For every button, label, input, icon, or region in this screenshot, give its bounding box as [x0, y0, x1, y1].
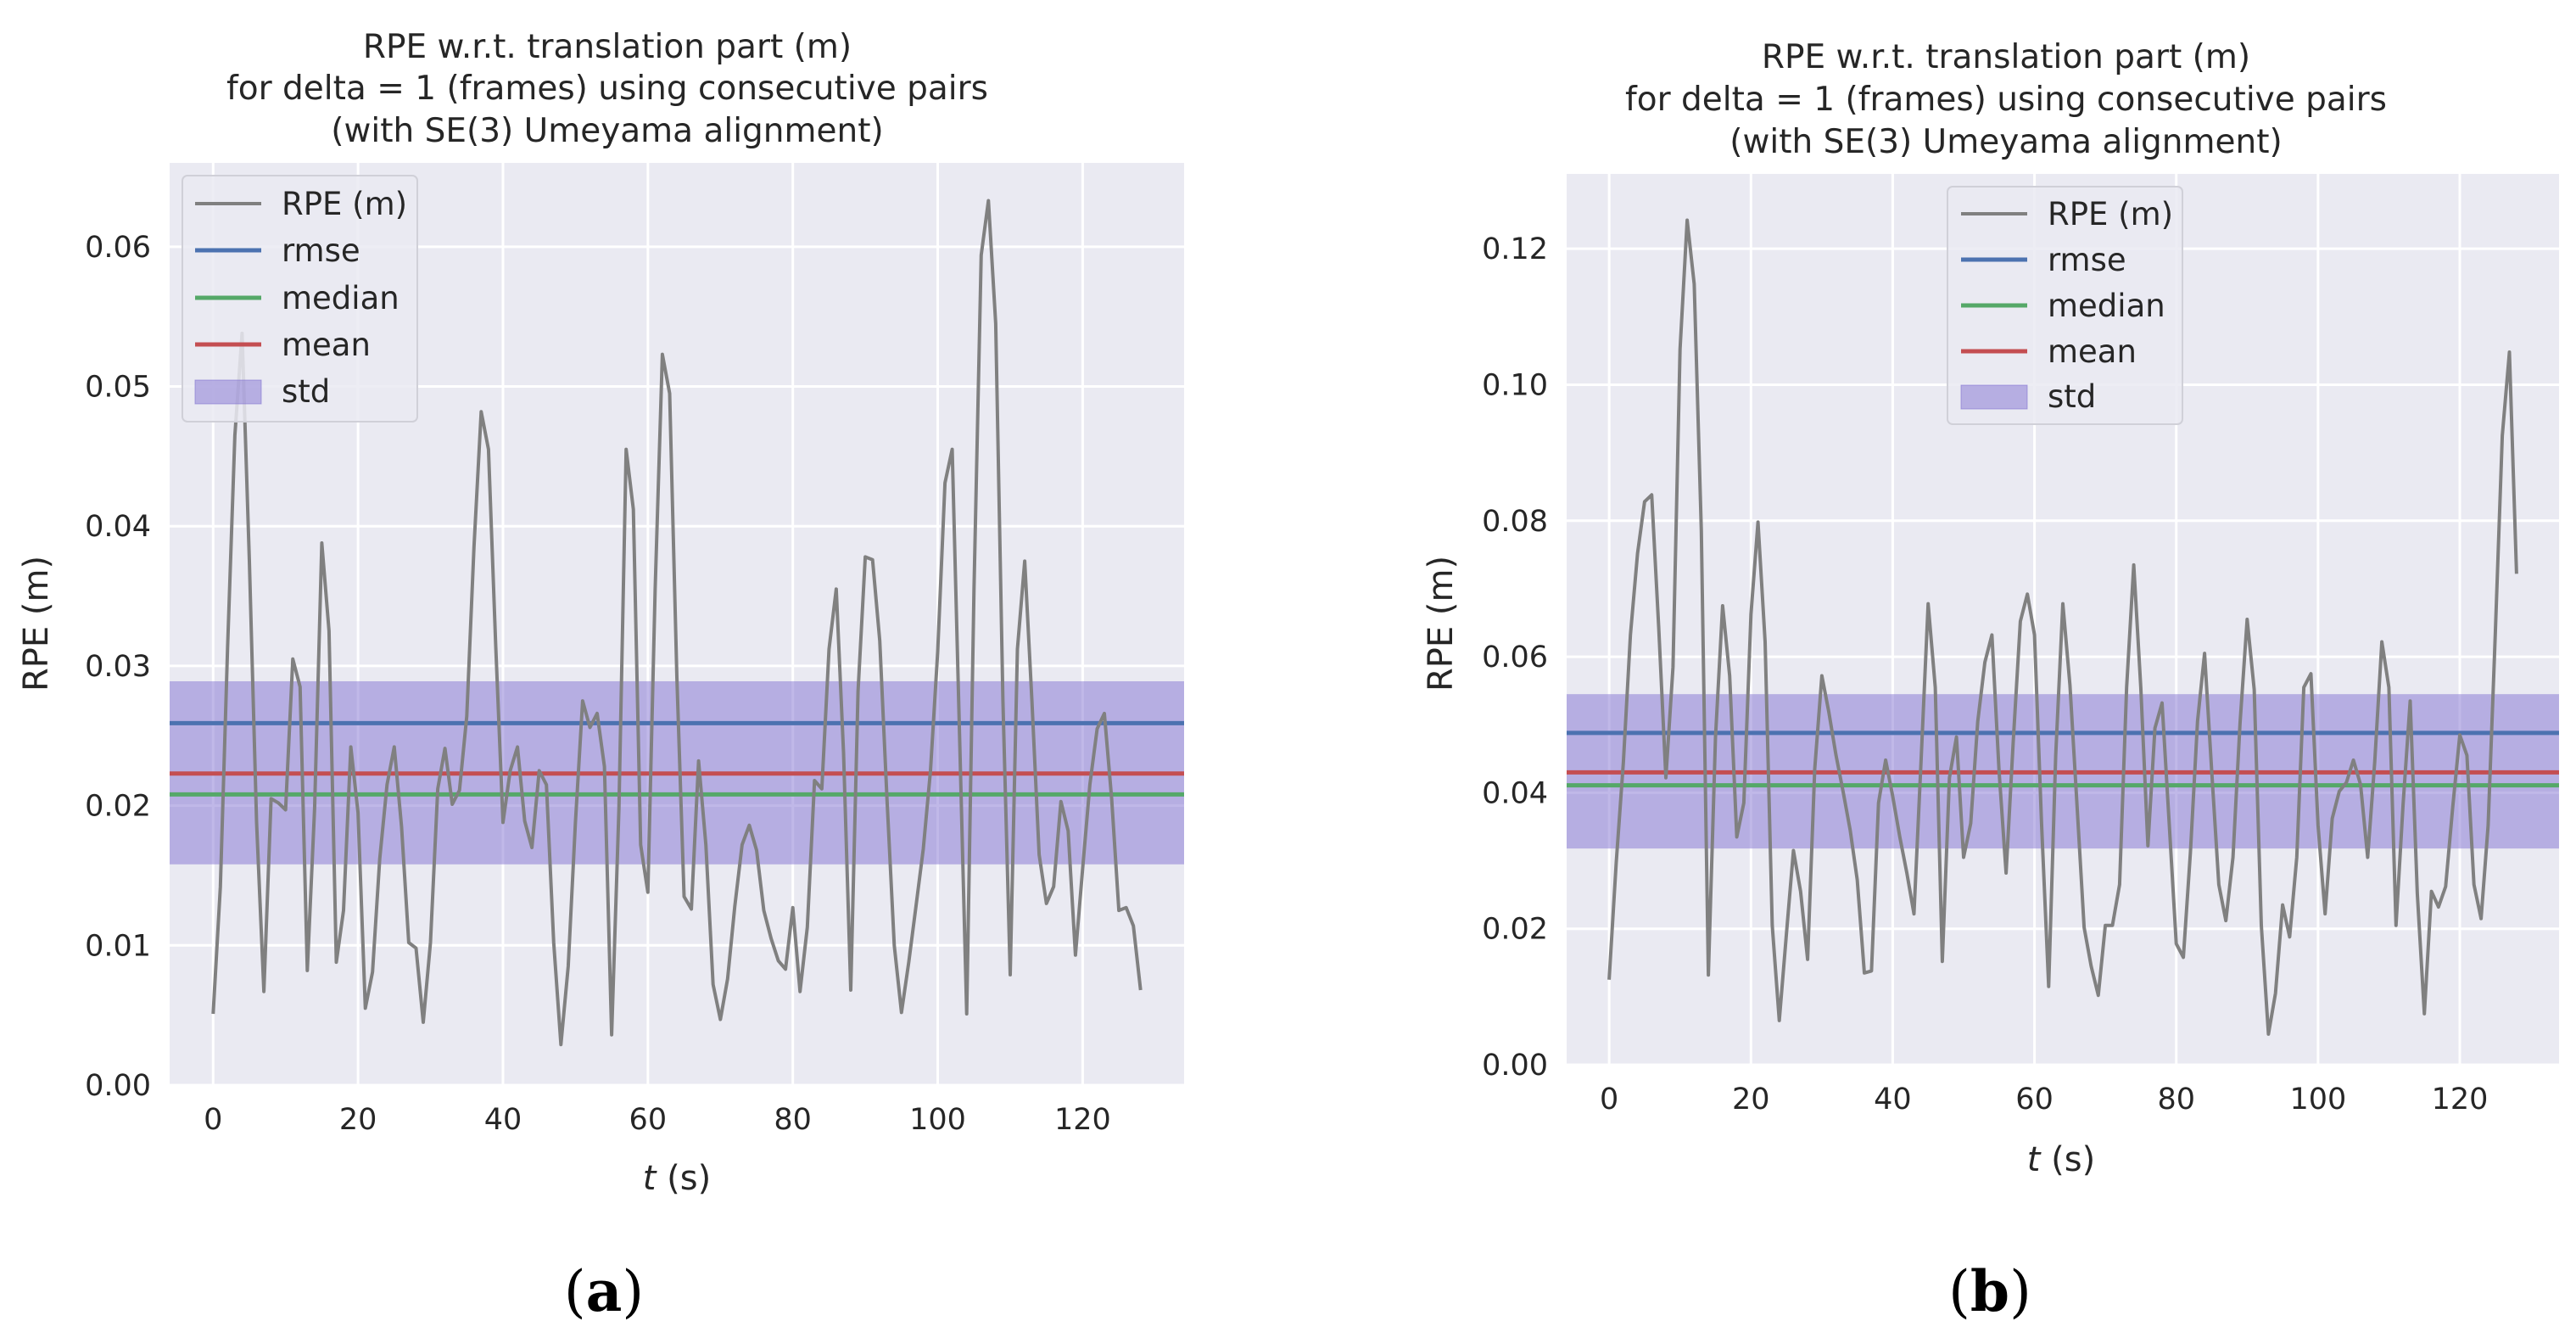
- y-tick-label-a-0: 0.00: [85, 1069, 151, 1103]
- y-ticks-b: 0.00 0.02 0.04 0.06 0.08 0.10 0.12: [1482, 232, 1548, 1083]
- y-tick-label-b-1: 0.02: [1482, 913, 1548, 947]
- legend-a-label-mean: mean: [282, 327, 371, 363]
- y-axis-label-a: RPE (m): [17, 556, 56, 691]
- x-ticks-a: 0 20 40 60 80 100 120: [204, 1103, 1111, 1137]
- x-tick-label-b-1: 20: [1732, 1083, 1770, 1117]
- legend-a-label-median: median: [282, 280, 400, 316]
- y-tick-label-b-5: 0.10: [1482, 368, 1548, 402]
- x-tick-label-b-0: 0: [1600, 1083, 1618, 1117]
- legend-b-box: [1947, 186, 2183, 425]
- legend-a: RPE (m) rmse median mean std: [182, 175, 418, 423]
- legend-b-label-rpe: RPE (m): [2048, 196, 2173, 232]
- y-tick-label-b-3: 0.06: [1482, 641, 1548, 674]
- x-tick-label-b-6: 120: [2432, 1083, 2489, 1117]
- x-tick-label-a-6: 120: [1054, 1103, 1111, 1137]
- legend-b-label-median: median: [2048, 288, 2165, 324]
- title-b-line2: for delta = 1 (frames) using consecutive…: [1625, 81, 2387, 119]
- y-tick-label-a-1: 0.01: [85, 929, 151, 963]
- legend-a-label-rpe: RPE (m): [282, 186, 407, 222]
- title-a-line2: for delta = 1 (frames) using consecutive…: [226, 70, 988, 108]
- title-b-line3: (with SE(3) Umeyama alignment): [1729, 123, 2282, 161]
- x-tick-label-b-2: 40: [1874, 1083, 1912, 1117]
- legend-b-label-rmse: rmse: [2048, 242, 2126, 278]
- x-tick-label-a-4: 80: [774, 1103, 812, 1137]
- x-tick-label-a-3: 60: [629, 1103, 668, 1137]
- caption-a: (a): [564, 1258, 644, 1324]
- caption-b-letter: b: [1970, 1258, 2009, 1324]
- legend-b-swatch-std: [1960, 384, 2028, 410]
- legend-a-swatch-std: [194, 379, 262, 405]
- x-tick-label-a-5: 100: [909, 1103, 966, 1137]
- x-tick-label-b-5: 100: [2289, 1083, 2346, 1117]
- legend-a-label-rmse: rmse: [282, 232, 360, 269]
- x-tick-label-a-2: 40: [484, 1103, 522, 1137]
- x-tick-label-b-4: 80: [2157, 1083, 2195, 1117]
- x-axis-label-b-var: t: [2027, 1140, 2042, 1179]
- legend-a-label-std: std: [282, 373, 330, 410]
- x-axis-label-a-unit: (s): [656, 1159, 711, 1198]
- y-tick-label-a-2: 0.02: [85, 790, 151, 824]
- y-tick-label-a-4: 0.04: [85, 510, 151, 544]
- y-tick-label-b-0: 0.00: [1482, 1049, 1548, 1083]
- x-tick-label-b-3: 60: [2015, 1083, 2054, 1117]
- legend-b: RPE (m) rmse median mean std: [1947, 186, 2183, 425]
- legend-b-label-std: std: [2048, 378, 2096, 415]
- x-axis-label-b-unit: (s): [2040, 1140, 2095, 1179]
- legend-b-label-mean: mean: [2048, 333, 2137, 370]
- x-axis-label-a-var: t: [643, 1159, 657, 1198]
- y-tick-label-a-3: 0.03: [85, 650, 151, 684]
- legend-a-box: [182, 175, 418, 423]
- y-axis-label-b: RPE (m): [1422, 556, 1461, 691]
- rpe-series-line-b: [1607, 218, 2518, 1036]
- x-axis-label-a: t (s): [643, 1159, 711, 1198]
- x-axis-label-b: t (s): [2027, 1140, 2095, 1179]
- chart-panel-a: RPE w.r.t. translation part (m) for delt…: [17, 28, 1184, 1324]
- caption-a-letter: a: [586, 1258, 623, 1324]
- title-b-line1: RPE w.r.t. translation part (m): [1762, 38, 2250, 76]
- rpe-series-line-a: [211, 199, 1143, 1047]
- x-tick-label-a-0: 0: [204, 1103, 222, 1137]
- y-tick-label-b-4: 0.08: [1482, 505, 1548, 539]
- chart-panel-b: RPE w.r.t. translation part (m) for delt…: [1422, 38, 2559, 1324]
- y-tick-label-a-6: 0.06: [85, 231, 151, 265]
- y-ticks-a: 0.00 0.01 0.02 0.03 0.04 0.05 0.06: [85, 231, 151, 1103]
- title-a-line1: RPE w.r.t. translation part (m): [363, 28, 852, 66]
- title-a-line3: (with SE(3) Umeyama alignment): [331, 112, 883, 150]
- y-tick-label-b-6: 0.12: [1482, 232, 1548, 266]
- x-tick-label-a-1: 20: [339, 1103, 377, 1137]
- y-tick-label-a-5: 0.05: [85, 371, 151, 405]
- y-tick-label-b-2: 0.04: [1482, 776, 1548, 810]
- x-ticks-b: 0 20 40 60 80 100 120: [1600, 1083, 2488, 1117]
- caption-b: (b): [1948, 1258, 2031, 1324]
